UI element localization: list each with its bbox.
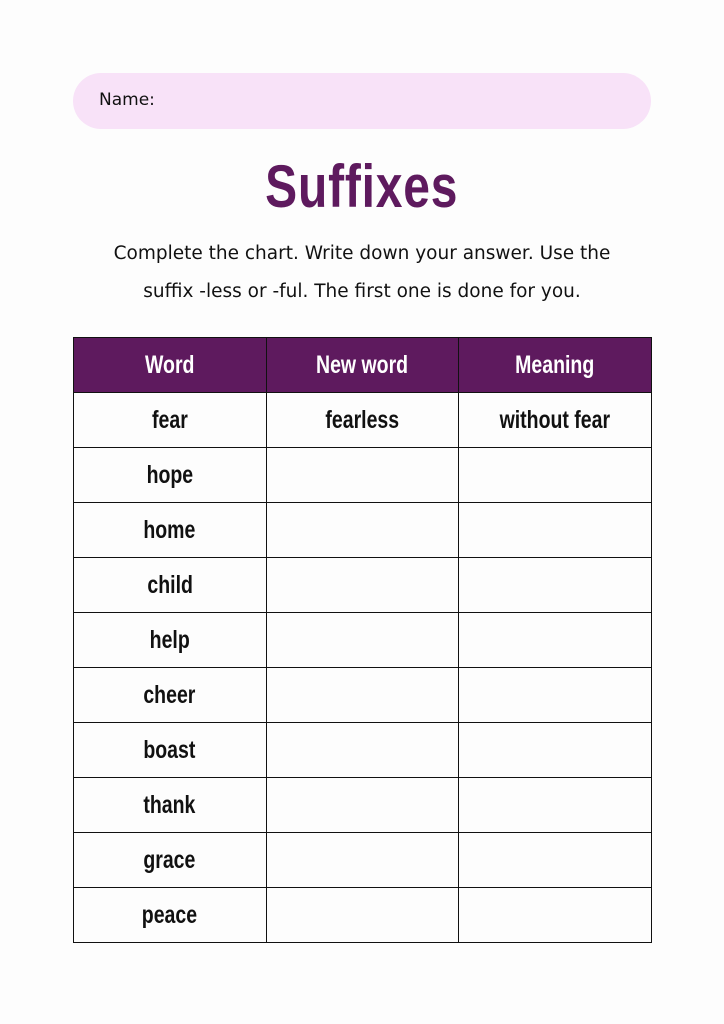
cell-text: help xyxy=(149,625,190,654)
meaning-cell[interactable] xyxy=(458,612,652,668)
header-label: Meaning xyxy=(515,350,595,379)
suffix-table: Word New word Meaning fear fearless withou… xyxy=(73,337,652,943)
word-cell: thank xyxy=(73,777,267,833)
instructions-line-1: Complete the chart. Write down your answ… xyxy=(113,243,611,264)
table-row: peace xyxy=(73,887,652,943)
table-row: help xyxy=(73,612,652,668)
word-cell: fear xyxy=(73,392,267,448)
header-meaning: Meaning xyxy=(458,337,652,393)
table-row: child xyxy=(73,557,652,613)
cell-text: thank xyxy=(143,790,196,819)
new-word-cell[interactable]: fearless xyxy=(265,392,460,448)
cell-text: boast xyxy=(143,735,196,764)
table-row: boast xyxy=(73,722,652,778)
name-label: Name: xyxy=(99,90,155,110)
page-title: Suffixes xyxy=(0,152,724,221)
cell-text: child xyxy=(147,570,193,599)
cell-text: fearless xyxy=(325,405,400,434)
new-word-cell[interactable] xyxy=(265,667,460,723)
word-cell: home xyxy=(73,502,267,558)
cell-text: cheer xyxy=(143,680,196,709)
meaning-cell[interactable]: without fear xyxy=(458,392,652,448)
new-word-cell[interactable] xyxy=(265,502,460,558)
word-cell: hope xyxy=(73,447,267,503)
meaning-cell[interactable] xyxy=(458,557,652,613)
meaning-cell[interactable] xyxy=(458,447,652,503)
title-text: Suffixes xyxy=(265,153,459,220)
new-word-cell[interactable] xyxy=(265,557,460,613)
header-label: Word xyxy=(145,350,195,379)
word-cell: child xyxy=(73,557,267,613)
word-cell: cheer xyxy=(73,667,267,723)
header-word: Word xyxy=(73,337,267,393)
cell-text: peace xyxy=(142,900,198,929)
table-header-row: Word New word Meaning xyxy=(73,337,652,393)
cell-text: without fear xyxy=(499,405,611,434)
word-cell: help xyxy=(73,612,267,668)
new-word-cell[interactable] xyxy=(265,612,460,668)
name-field[interactable]: Name: xyxy=(73,73,651,129)
table-row: fear fearless without fear xyxy=(73,392,652,448)
meaning-cell[interactable] xyxy=(458,832,652,888)
meaning-cell[interactable] xyxy=(458,502,652,558)
header-label: New word xyxy=(316,350,409,379)
table-row: thank xyxy=(73,777,652,833)
new-word-cell[interactable] xyxy=(265,722,460,778)
word-cell: grace xyxy=(73,832,267,888)
table-row: hope xyxy=(73,447,652,503)
table-row: grace xyxy=(73,832,652,888)
word-cell: peace xyxy=(73,887,267,943)
table-row: home xyxy=(73,502,652,558)
cell-text: grace xyxy=(143,845,196,874)
header-new-word: New word xyxy=(265,337,460,393)
new-word-cell[interactable] xyxy=(265,447,460,503)
meaning-cell[interactable] xyxy=(458,777,652,833)
new-word-cell[interactable] xyxy=(265,777,460,833)
meaning-cell[interactable] xyxy=(458,667,652,723)
meaning-cell[interactable] xyxy=(458,887,652,943)
cell-text: hope xyxy=(146,460,194,489)
new-word-cell[interactable] xyxy=(265,887,460,943)
new-word-cell[interactable] xyxy=(265,832,460,888)
cell-text: home xyxy=(143,515,196,544)
cell-text: fear xyxy=(151,405,188,434)
instructions-line-2: suffix -less or -ful. The first one is d… xyxy=(143,281,581,302)
table-row: cheer xyxy=(73,667,652,723)
meaning-cell[interactable] xyxy=(458,722,652,778)
word-cell: boast xyxy=(73,722,267,778)
